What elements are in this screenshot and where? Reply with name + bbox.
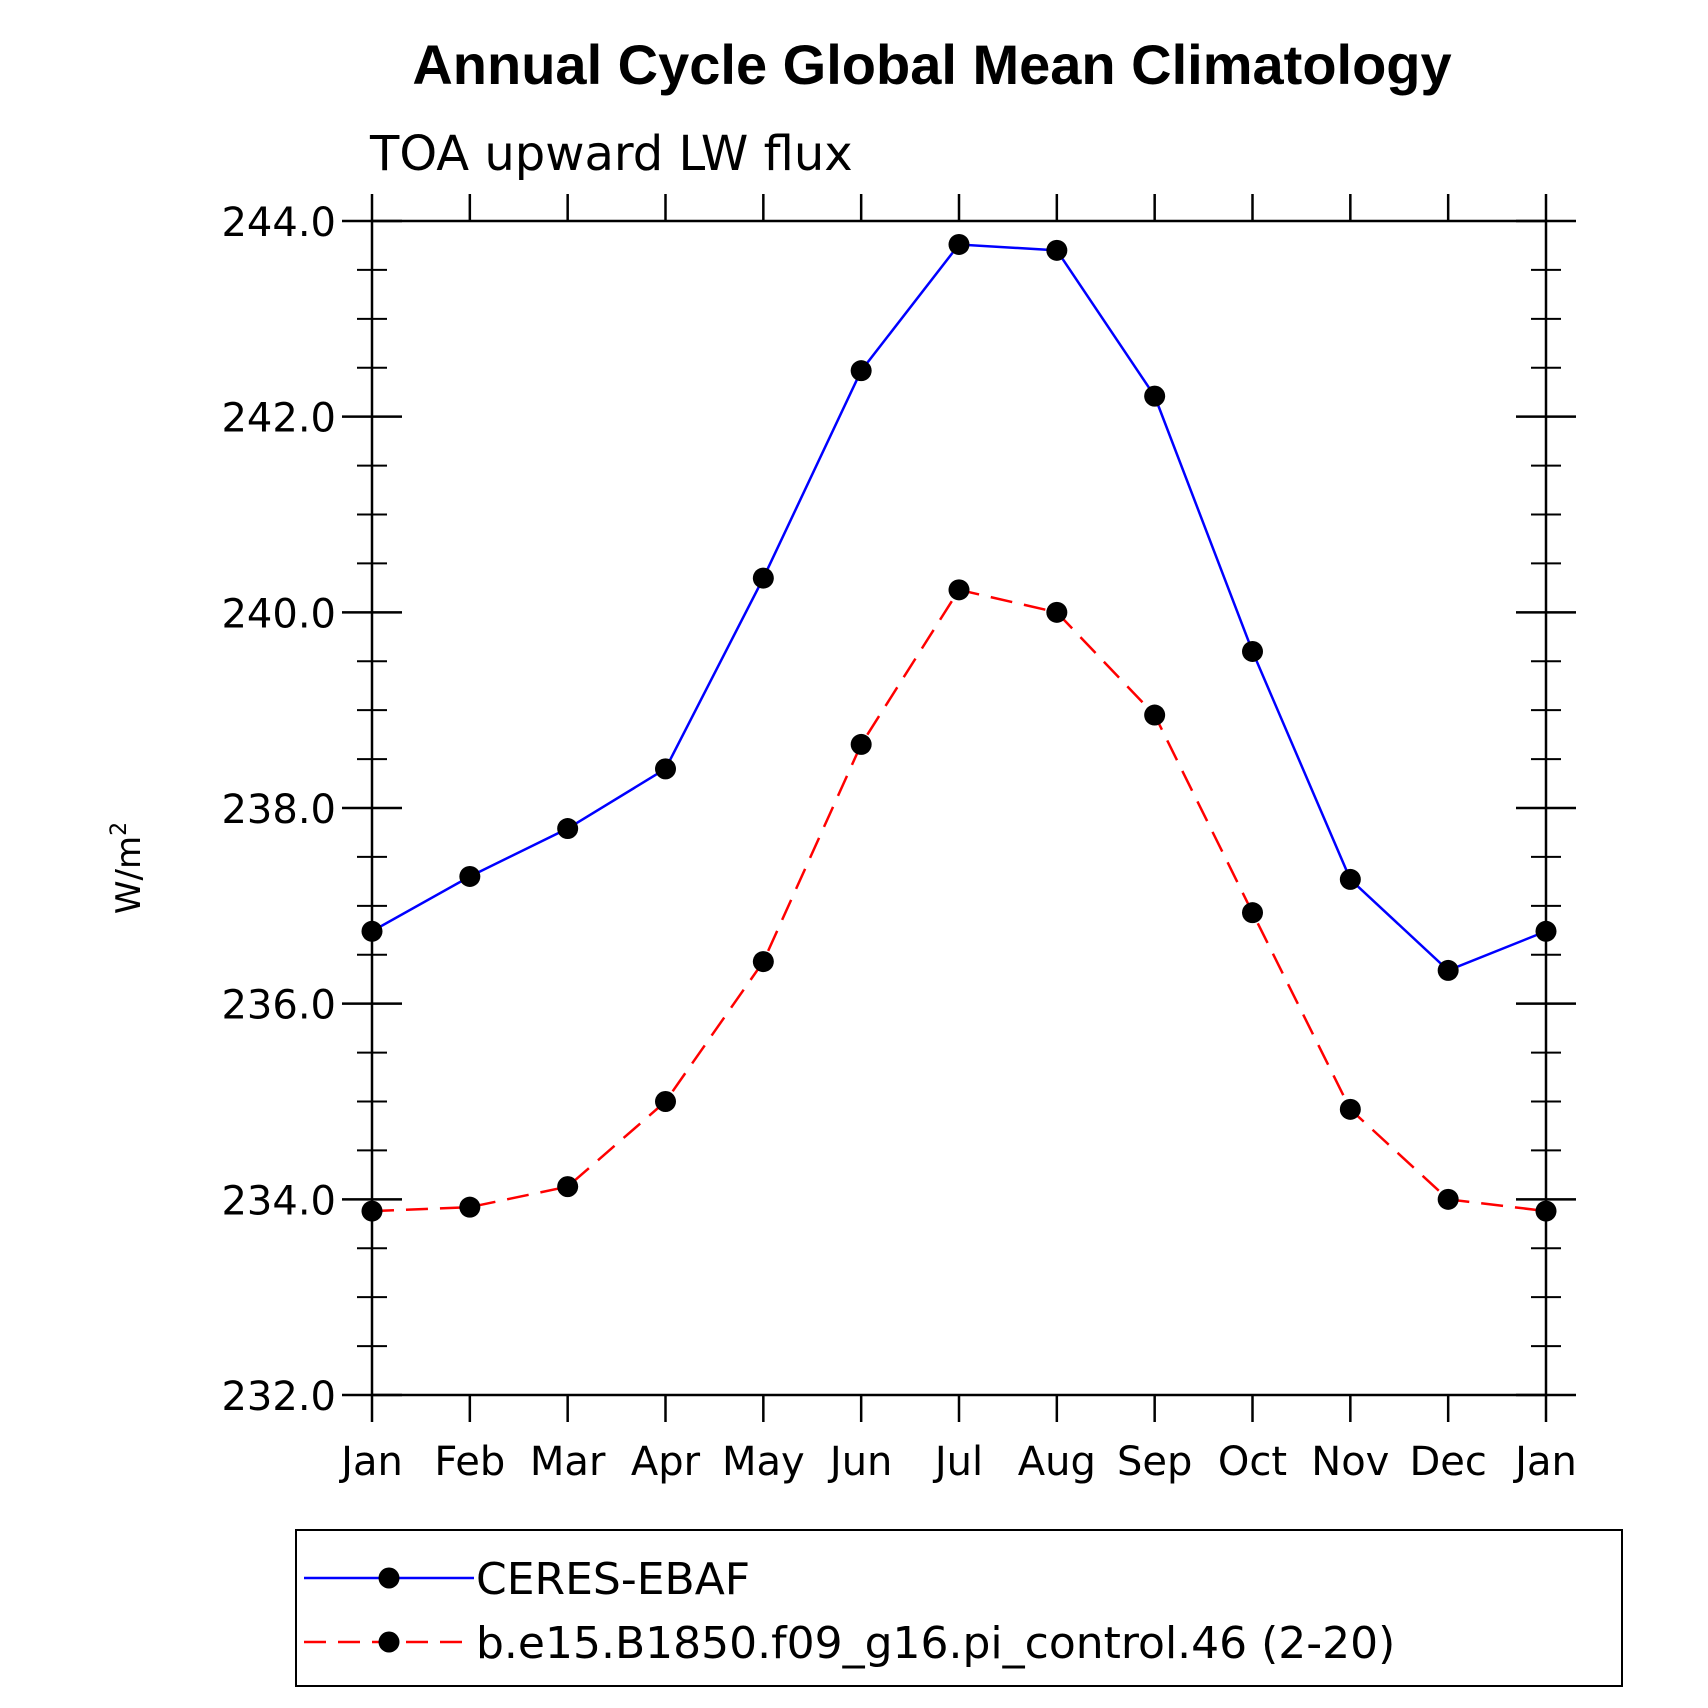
data-point <box>1046 601 1068 623</box>
y-tick-label: 238.0 <box>221 787 336 833</box>
legend-marker <box>378 1631 400 1653</box>
x-tick-label: Sep <box>1117 1439 1192 1485</box>
data-point <box>1339 1098 1361 1120</box>
x-tick-label: Mar <box>530 1439 606 1485</box>
y-tick-label: 242.0 <box>221 396 336 442</box>
y-tick-label: 236.0 <box>221 983 336 1029</box>
x-tick-label: Aug <box>1018 1439 1096 1485</box>
x-tick-label: Jan <box>338 1439 403 1485</box>
y-axis-label-text: W/m <box>109 836 149 914</box>
y-axis-label-superscript: 2 <box>107 822 132 836</box>
data-point <box>655 1091 676 1112</box>
data-point <box>1242 640 1263 662</box>
legend-item: CERES-EBAF <box>304 1554 750 1605</box>
x-tick-label: Dec <box>1409 1439 1486 1485</box>
legend-items: CERES-EBAF b.e15.B1850.f09_g16.pi_control… <box>304 1554 1395 1669</box>
data-point <box>1242 902 1263 924</box>
data-point <box>557 1176 579 1198</box>
data-point <box>850 733 872 755</box>
legend: CERES-EBAF b.e15.B1850.f09_g16.pi_control… <box>295 1529 1623 1687</box>
data-point <box>557 818 579 840</box>
x-tick-label: Oct <box>1218 1439 1287 1485</box>
legend-label: b.e15.B1850.f09_g16.pi_control.46 (2-20) <box>476 1618 1395 1669</box>
data-point <box>752 951 774 973</box>
chart-title: Annual Cycle Global Mean Climatology <box>412 33 1451 96</box>
legend-label: CERES-EBAF <box>476 1554 750 1605</box>
data-point <box>1046 239 1068 261</box>
x-tick-label: Nov <box>1311 1439 1389 1485</box>
plot-frame <box>370 219 1548 1397</box>
x-tick-label: Jul <box>932 1439 983 1485</box>
series-layer <box>361 233 1557 1222</box>
y-tick-labels: 232.0 234.0 236.0 238.0 240.0 242.0 244.0 <box>221 200 336 1420</box>
series-line <box>371 243 1547 972</box>
data-point <box>1339 868 1361 890</box>
y-tick-label: 240.0 <box>221 591 336 637</box>
x-tick-label: Jun <box>827 1439 893 1485</box>
data-point <box>948 233 970 255</box>
y-axis-label: W/m2 <box>107 822 149 914</box>
y-tick-label: 244.0 <box>221 200 336 246</box>
data-point <box>459 1196 481 1218</box>
x-tick-label: Feb <box>434 1439 505 1485</box>
series-2 <box>361 579 1557 1222</box>
legend-box <box>295 1529 1623 1687</box>
series-line <box>371 588 1547 1213</box>
x-tick-label: Apr <box>631 1439 701 1485</box>
data-point <box>1144 385 1166 407</box>
chart-subtitle: TOA upward LW flux <box>369 126 853 182</box>
data-point <box>1437 1188 1459 1210</box>
y-tick-label: 234.0 <box>221 1178 336 1224</box>
x-tick-labels: Jan Feb Mar Apr May Jun Jul Aug Sep Oct Nov Dec Jan <box>338 1439 1577 1485</box>
data-point <box>948 579 970 601</box>
data-point <box>752 567 774 589</box>
data-point <box>1144 704 1166 726</box>
y-tick-label: 232.0 <box>221 1374 336 1420</box>
series-1 <box>361 233 1557 981</box>
x-tick-label: Jan <box>1512 1439 1577 1485</box>
data-point <box>459 865 481 887</box>
axis-ticks <box>342 194 1576 1422</box>
x-tick-label: May <box>722 1439 805 1485</box>
legend-marker <box>378 1567 400 1589</box>
data-point <box>1437 959 1459 981</box>
legend-item: b.e15.B1850.f09_g16.pi_control.46 (2-20) <box>304 1618 1395 1669</box>
data-point <box>655 758 676 780</box>
data-point <box>850 360 872 382</box>
